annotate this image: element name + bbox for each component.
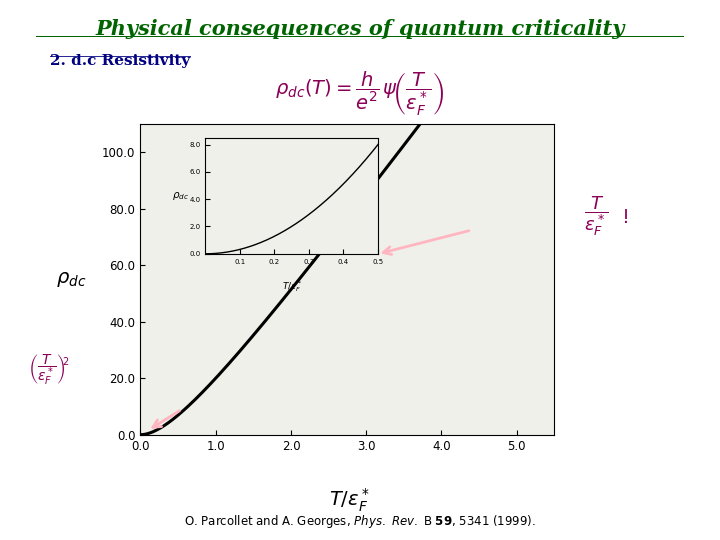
Text: $\rho_{dc}$: $\rho_{dc}$ (173, 190, 189, 202)
Text: 2. d.c Resistivity: 2. d.c Resistivity (50, 54, 191, 68)
Text: $\left(\dfrac{T}{\varepsilon_F^*}\right)^{\!\!2}$: $\left(\dfrac{T}{\varepsilon_F^*}\right)… (28, 353, 70, 387)
Text: $T/\varepsilon_F^*$: $T/\varepsilon_F^*$ (282, 279, 302, 294)
Text: $!$: $!$ (621, 207, 628, 227)
Text: $\dfrac{T}{\varepsilon_F^*}$: $\dfrac{T}{\varepsilon_F^*}$ (584, 194, 608, 238)
Text: Physical consequences of quantum criticality: Physical consequences of quantum critica… (95, 19, 625, 39)
Y-axis label: $\rho_{dc}$: $\rho_{dc}$ (56, 270, 87, 289)
Text: $\rho_{dc}(T) = \dfrac{h}{e^2}\,\psi\!\left(\dfrac{T}{\varepsilon_F^*}\right)$: $\rho_{dc}(T) = \dfrac{h}{e^2}\,\psi\!\l… (276, 70, 444, 118)
Text: $T/\varepsilon_F^*$: $T/\varepsilon_F^*$ (329, 487, 369, 514)
Text: O. Parcollet and A. Georges, $\mathit{Phys.\ Rev.}$ B $\mathbf{59}$, 5341 (1999): O. Parcollet and A. Georges, $\mathit{Ph… (184, 514, 536, 530)
